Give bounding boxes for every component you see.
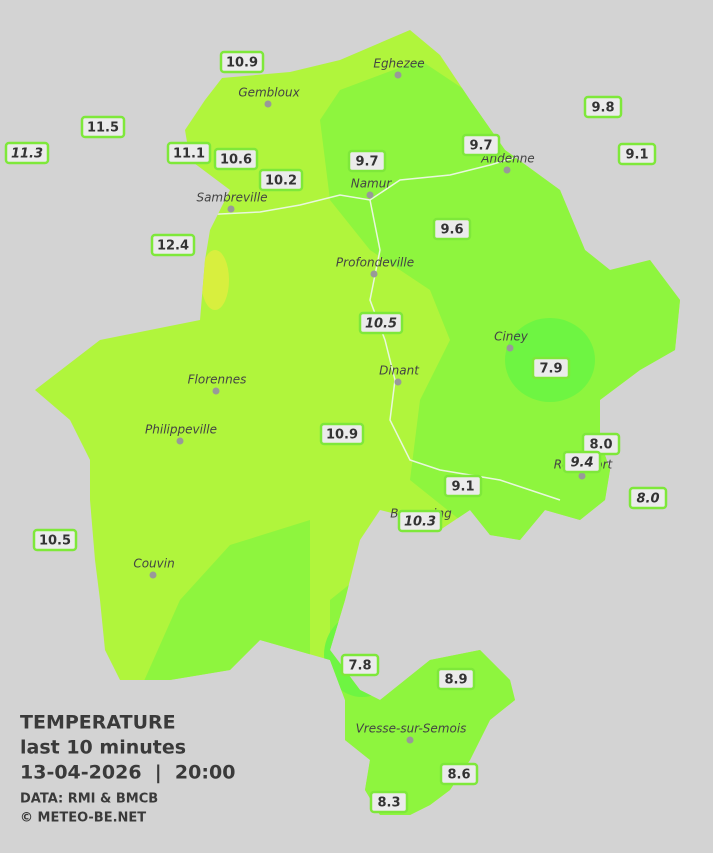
- town-label: Profondeville: [336, 256, 414, 270]
- station-value: 11.1: [173, 147, 205, 162]
- town-label: Eghezee: [373, 57, 424, 71]
- station-box: [531, 356, 571, 380]
- station-box: [32, 528, 78, 552]
- town-label: Ciney: [494, 330, 529, 344]
- legend-title: TEMPERATURE: [20, 712, 176, 734]
- station-value: 8.0: [589, 438, 612, 453]
- station-value: 9.8: [591, 101, 614, 116]
- station-value: 8.9: [444, 673, 467, 688]
- station-value: 12.4: [157, 239, 189, 254]
- town-dot: [370, 270, 378, 278]
- town-dot: [176, 437, 184, 445]
- station-value: 10.5: [365, 317, 397, 332]
- station-box: [213, 147, 259, 171]
- station-value: 10.2: [265, 174, 297, 189]
- station-value: 9.7: [469, 139, 492, 154]
- station-box: [258, 168, 304, 192]
- town-label: Dinant: [379, 364, 420, 378]
- town-dot: [394, 71, 402, 79]
- town-label: Gembloux: [238, 86, 300, 100]
- town-label: Namur: [351, 177, 393, 191]
- station-box: [4, 141, 50, 165]
- town-dot: [264, 100, 272, 108]
- legend-subtitle: last 10 minutes: [20, 737, 186, 759]
- town-dot: [227, 205, 235, 213]
- station-value: 10.9: [226, 56, 258, 71]
- town-dot: [366, 191, 374, 199]
- town-label: Florennes: [188, 373, 247, 387]
- station-box: [80, 115, 126, 139]
- station-box: [219, 50, 265, 74]
- town-label: Sambreville: [196, 191, 267, 205]
- station-value: 8.6: [447, 768, 470, 783]
- station-box: [319, 422, 365, 446]
- station-box: [461, 133, 501, 157]
- station-box: [347, 149, 387, 173]
- station-box: [166, 141, 212, 165]
- station-box: [628, 486, 668, 510]
- station-box: [562, 450, 602, 474]
- town-dot: [506, 344, 514, 352]
- legend-copyright: © METEO-BE.NET: [20, 811, 146, 826]
- station-box: [436, 667, 476, 691]
- town-label: Vresse-sur-Semois: [356, 722, 467, 736]
- station-box: [358, 311, 404, 335]
- station-value: 9.1: [625, 148, 648, 163]
- station-value: 11.3: [11, 147, 43, 162]
- town-dot: [394, 378, 402, 386]
- station-value: 10.9: [326, 428, 358, 443]
- town-dot: [149, 571, 157, 579]
- town-label: Philippeville: [145, 423, 217, 437]
- station-value: 7.9: [539, 362, 562, 377]
- station-box: [397, 509, 443, 533]
- station-value: 9.6: [440, 223, 463, 238]
- station-box: [583, 95, 623, 119]
- station-box: [617, 142, 657, 166]
- station-value: 9.7: [355, 155, 378, 170]
- station-value: 8.3: [377, 796, 400, 811]
- station-box: [369, 790, 409, 814]
- station-value: 9.4: [570, 456, 593, 471]
- station-box: [432, 217, 472, 241]
- station-box: [443, 474, 483, 498]
- station-value: 10.3: [404, 515, 436, 530]
- town-dot: [578, 472, 586, 480]
- station-box: [340, 653, 380, 677]
- town-dot: [503, 166, 511, 174]
- station-value: 9.1: [451, 480, 474, 495]
- station-value: 11.5: [87, 121, 119, 136]
- legend-datetime: 13-04-2026 | 20:00: [20, 762, 235, 784]
- town-dot: [212, 387, 220, 395]
- station-value: 10.5: [39, 534, 71, 549]
- station-box: [439, 762, 479, 786]
- station-box: [150, 233, 196, 257]
- zone-hot: [201, 250, 229, 310]
- town-label: Couvin: [133, 557, 174, 571]
- station-value: 7.8: [348, 659, 371, 674]
- town-dot: [406, 736, 414, 744]
- station-value: 10.6: [220, 153, 252, 168]
- legend-source: DATA: RMI & BMCB: [20, 792, 158, 807]
- station-value: 8.0: [636, 492, 659, 507]
- legend: TEMPERATURE last 10 minutes 13-04-2026 |…: [20, 712, 235, 826]
